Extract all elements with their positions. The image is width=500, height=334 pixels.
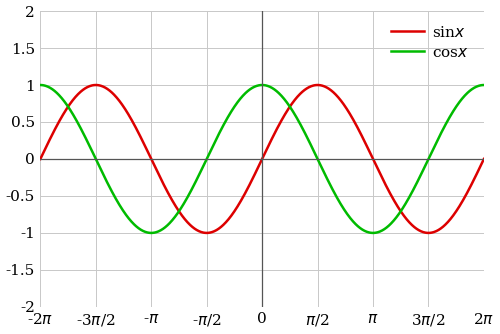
cos$x$ [392,217,398,221]
cos$x$ [38,83,44,87]
cos$x$ [384,225,390,229]
sin$x$ [93,83,99,87]
Legend: sin$x$, cos$x$: sin$x$, cos$x$ [388,22,472,63]
Line: sin$x$: sin$x$ [40,85,484,233]
cos$x$ [481,83,487,87]
cos$x$ [82,136,88,140]
sin$x$ [217,225,223,229]
sin$x$ [82,86,88,90]
sin$x$ [342,105,348,109]
sin$x$ [233,207,239,211]
sin$x$ [392,199,398,203]
sin$x$ [426,231,432,235]
sin$x$ [384,185,390,189]
cos$x$ [342,209,348,213]
cos$x$ [233,102,239,106]
cos$x$ [148,231,154,235]
cos$x$ [217,129,223,133]
Line: cos$x$: cos$x$ [40,85,484,233]
sin$x$ [481,157,487,161]
sin$x$ [38,157,44,161]
